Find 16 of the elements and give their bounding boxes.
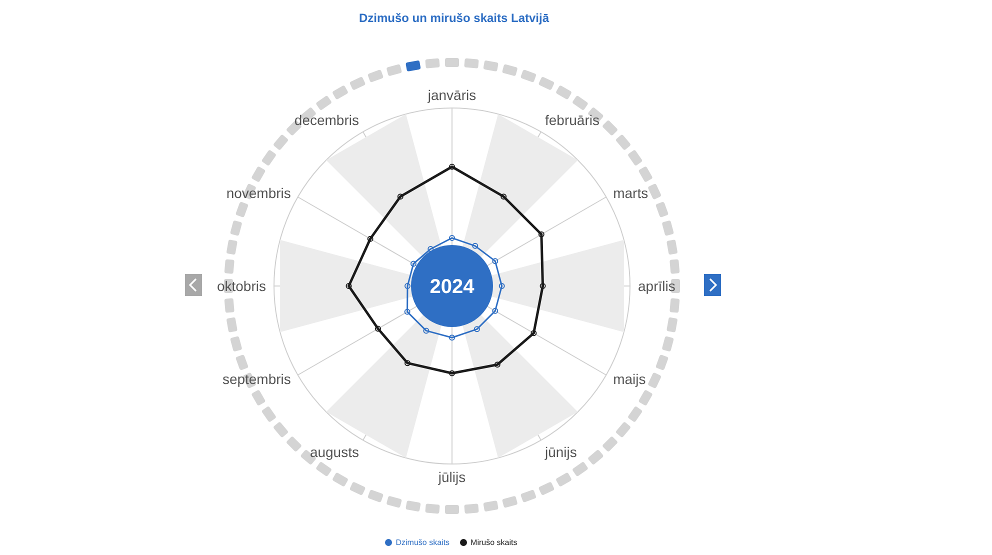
legend-label: Mirušo skaits	[470, 538, 518, 547]
spoke-label: oktobris	[216, 278, 266, 294]
spoke-label: decembris	[294, 112, 359, 128]
spoke-label: jūlijs	[437, 468, 466, 485]
spoke-label: maijs	[613, 370, 646, 387]
spoke-label: augusts	[310, 444, 359, 460]
spoke-label: marts	[613, 184, 648, 201]
legend-label: Dzimušo skaits	[396, 538, 450, 547]
text: 2024	[430, 276, 476, 298]
spoke-label: jūnijs	[544, 444, 577, 460]
spoke-label: septembris	[222, 370, 291, 387]
spoke-label: janvāris	[426, 87, 476, 103]
spoke-label: novembris	[226, 184, 291, 201]
spoke-label: aprīlis	[638, 278, 676, 294]
chart-title: Dzimušo un mirušo skaits Latvijā	[358, 10, 550, 27]
spoke-label: februāris	[545, 112, 600, 128]
